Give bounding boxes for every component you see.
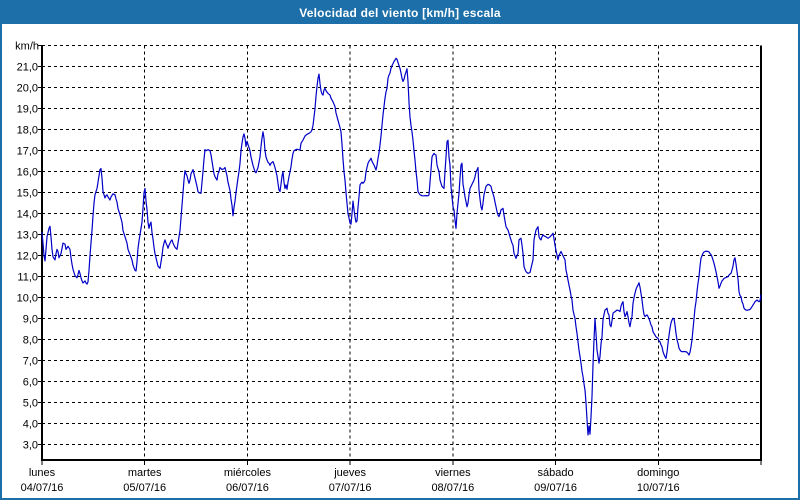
x-date-label: 10/07/16 [637, 482, 680, 494]
y-tick-label: 14,0 [17, 209, 38, 221]
y-tick-label: 13,0 [17, 230, 38, 242]
y-tick-label: 11,0 [17, 272, 38, 284]
window-title-bar: Velocidad del viento [km/h] escala [2, 2, 798, 24]
y-tick-label: 17,0 [17, 146, 38, 158]
y-tick-label: 5,0 [23, 398, 38, 410]
y-tick-label: 18,0 [17, 125, 38, 137]
x-date-label: 08/07/16 [431, 482, 474, 494]
x-day-label: lunes [29, 467, 56, 479]
x-date-label: 06/07/16 [226, 482, 269, 494]
y-tick-label: 9,0 [23, 314, 38, 326]
y-tick-label: 12,0 [17, 251, 38, 263]
x-day-label: jueves [333, 467, 366, 479]
window-title: Velocidad del viento [km/h] escala [299, 6, 501, 20]
x-day-label: viernes [435, 467, 471, 479]
y-tick-label: 16,0 [17, 167, 38, 179]
y-tick-label: 4,0 [23, 419, 38, 431]
y-tick-label: 3,0 [23, 440, 38, 452]
x-date-label: 05/07/16 [123, 482, 166, 494]
x-day-label: domingo [637, 467, 679, 479]
y-tick-label: 6,0 [23, 377, 38, 389]
y-tick-label: 10,0 [17, 293, 38, 305]
y-tick-label: 8,0 [23, 335, 38, 347]
y-tick-label: 19,0 [17, 104, 38, 116]
x-day-label: martes [128, 467, 162, 479]
y-tick-label: 15,0 [17, 188, 38, 200]
y-tick-label: 7,0 [23, 356, 38, 368]
x-day-label: sábado [538, 467, 574, 479]
x-date-label: 04/07/16 [21, 482, 64, 494]
x-date-label: 07/07/16 [329, 482, 372, 494]
chart-area: 21,0 20,0 19,0 18,0 17,0 16,0 15,0 14,0 13,0 12,0… [2, 24, 798, 498]
wind-speed-line [41, 57, 762, 436]
chart-canvas: 21,0 20,0 19,0 18,0 17,0 16,0 15,0 14,0 13,0 12,0… [15, 41, 762, 494]
y-tick-label: 21,0 [17, 62, 38, 74]
x-day-label: miércoles [224, 467, 272, 479]
y-axis-unit-label: km/h [15, 41, 39, 53]
x-date-label: 09/07/16 [534, 482, 577, 494]
y-tick-label: 20,0 [17, 83, 38, 95]
